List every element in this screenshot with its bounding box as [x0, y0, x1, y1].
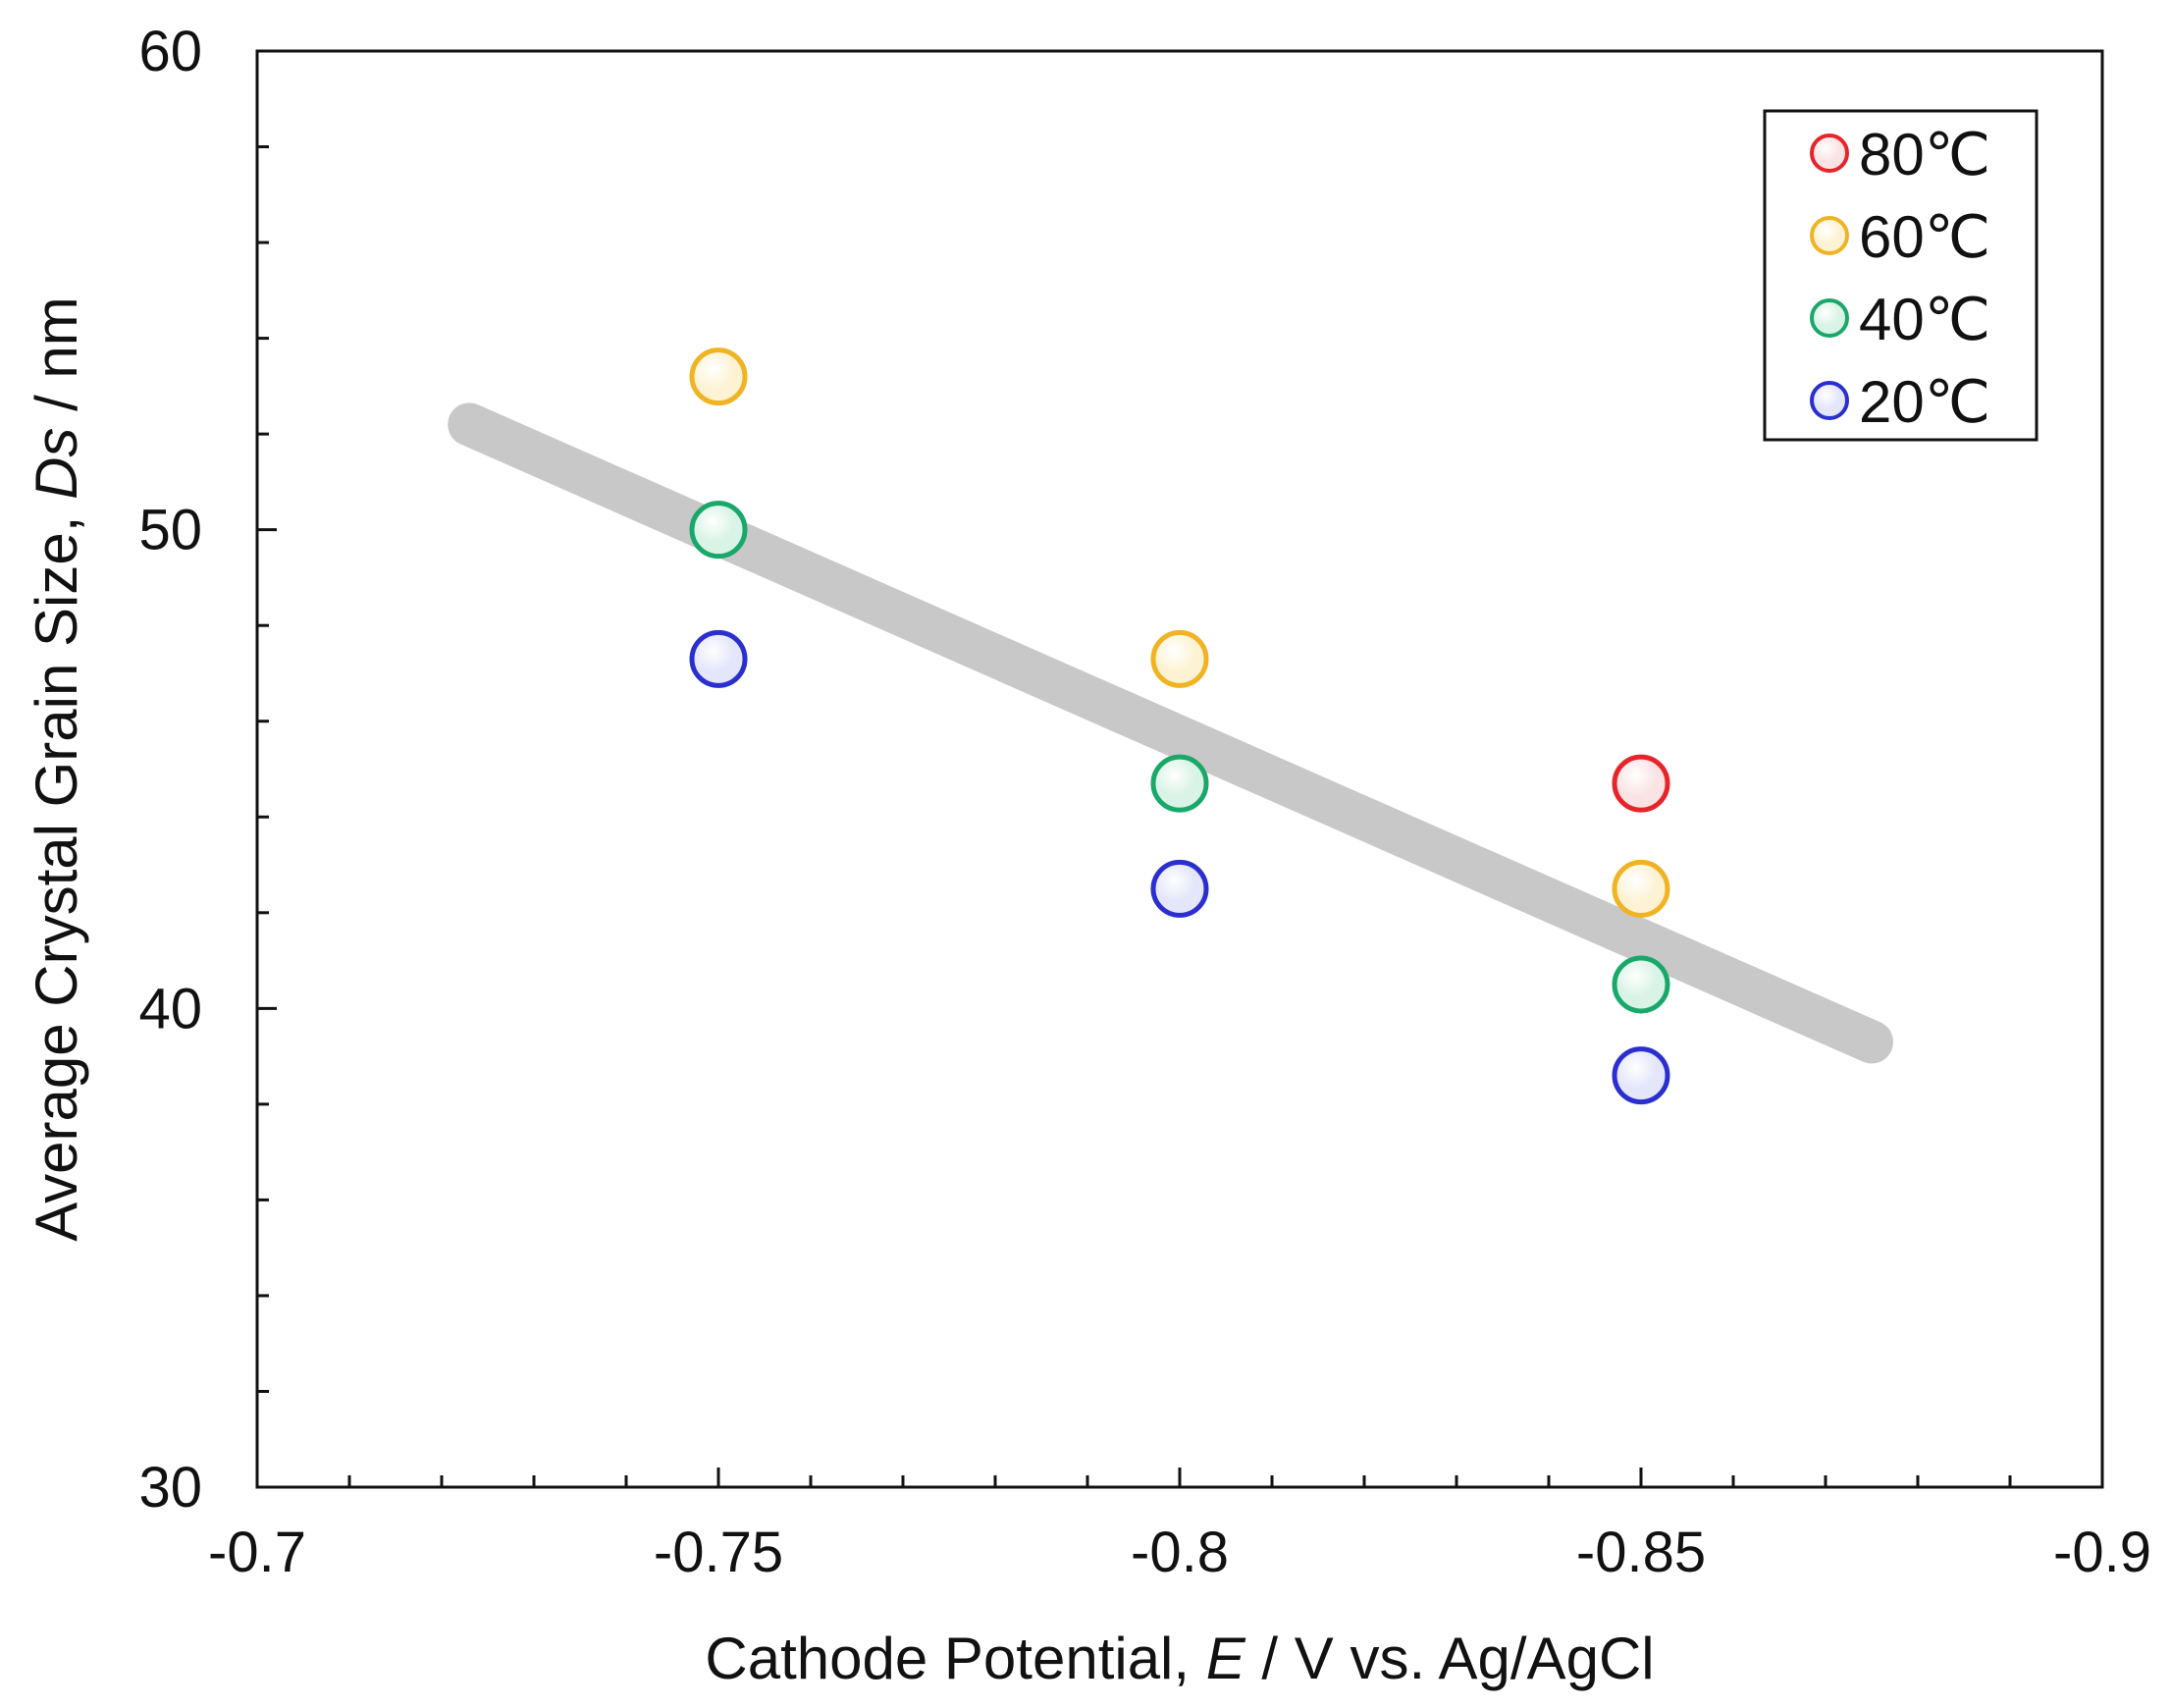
data-point-20C	[1612, 1046, 1670, 1105]
axis-title-part: / V vs. Ag/AgCl	[1245, 1626, 1655, 1691]
y-tick-label: 40	[138, 977, 202, 1041]
legend-label: 60℃	[1859, 204, 1990, 270]
data-point-60C	[1150, 629, 1209, 688]
y-tick-label: 30	[138, 1456, 202, 1520]
x-tick-label: -0.9	[2053, 1521, 2151, 1584]
legend-label: 40℃	[1859, 287, 1990, 352]
axis-title-part: Ds	[24, 428, 89, 500]
legend-marker	[1810, 133, 1849, 173]
y-tick-label: 50	[138, 499, 202, 562]
legend-marker	[1810, 381, 1849, 420]
x-tick-label: -0.75	[654, 1521, 783, 1584]
legend-label: 20℃	[1859, 369, 1990, 435]
legend: 80℃ 60℃ 40℃ 20℃	[1763, 109, 2039, 442]
legend-marker	[1810, 216, 1849, 255]
x-tick-label: -0.85	[1576, 1521, 1706, 1584]
x-tick-label: -0.8	[1131, 1521, 1229, 1584]
data-point-80C	[1612, 754, 1670, 813]
x-tick-label: -0.7	[208, 1521, 306, 1584]
axis-title-part: Average Crystal Grain Size,	[24, 500, 89, 1242]
x-axis-title: Cathode Potential, E / V vs. Ag/AgCl	[705, 1626, 1654, 1691]
legend-label: 80℃	[1859, 122, 1990, 187]
axis-title-part: E	[1206, 1626, 1246, 1691]
data-point-20C	[689, 629, 748, 688]
data-point-20C	[1150, 859, 1209, 918]
data-point-60C	[689, 347, 748, 406]
data-points-layer	[689, 347, 1670, 1105]
trend-line-layer	[448, 402, 1893, 1064]
data-point-60C	[1612, 859, 1670, 918]
axes-layer: -0.7 -0.75 -0.8 -0.85 -0.9 30 40 50 60 Cathode Po…	[24, 20, 2151, 1691]
y-tick-label: 60	[138, 20, 202, 83]
trend-line	[448, 402, 1893, 1064]
data-point-40C	[689, 501, 748, 560]
legend-box	[1763, 109, 2039, 442]
y-axis-title: Average Crystal Grain Size, Ds / nm	[24, 296, 89, 1242]
data-point-40C	[1612, 955, 1670, 1014]
legend-marker	[1810, 298, 1849, 338]
axis-title-part: / nm	[24, 296, 89, 427]
data-point-40C	[1150, 754, 1209, 813]
axis-title-part: Cathode Potential,	[705, 1626, 1205, 1691]
